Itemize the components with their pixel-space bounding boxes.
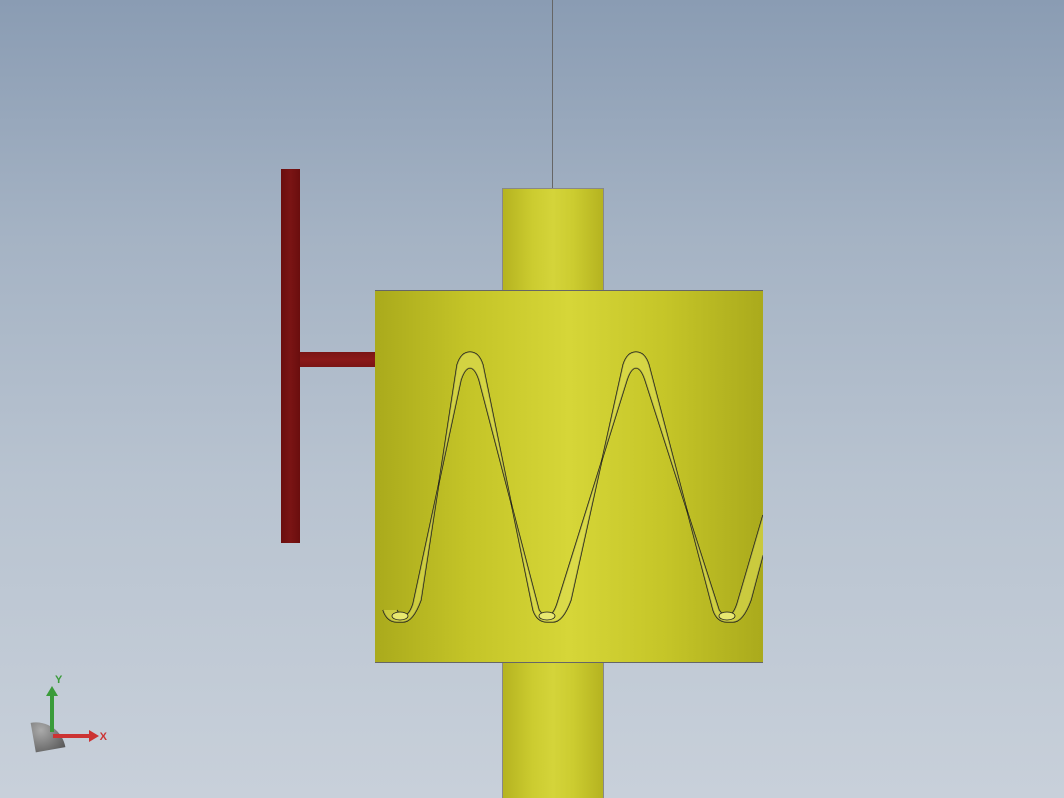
top-shaft-cylinder [502, 188, 604, 293]
bottom-shaft-cylinder [502, 660, 604, 798]
x-axis-arrow[interactable] [53, 734, 91, 738]
y-axis-arrow[interactable] [50, 694, 54, 732]
origin-axis-line [552, 0, 553, 190]
model-container [0, 0, 1064, 798]
cad-viewport[interactable]: Y X [0, 0, 1064, 798]
y-axis-label: Y [55, 674, 62, 686]
handle-vertical-bar [281, 169, 300, 543]
coordinate-triad[interactable]: Y X [25, 680, 101, 750]
x-axis-label: X [100, 731, 107, 743]
handle-horizontal-bar [300, 352, 375, 367]
main-drum-cylinder [375, 290, 763, 663]
